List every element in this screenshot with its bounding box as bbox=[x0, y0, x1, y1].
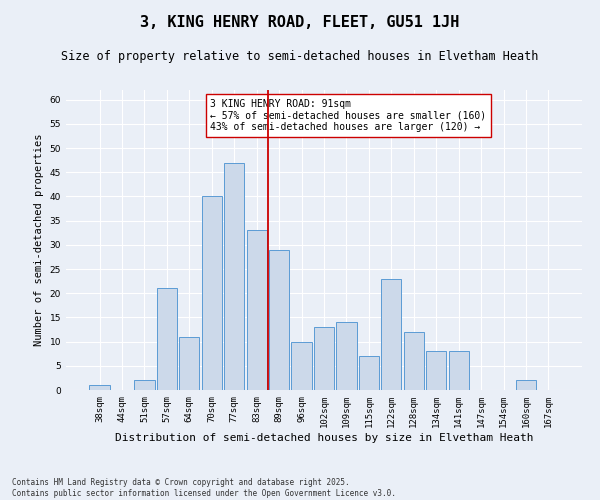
Bar bbox=[134, 380, 155, 390]
Bar bbox=[157, 288, 177, 390]
Bar bbox=[359, 356, 379, 390]
Bar bbox=[337, 322, 356, 390]
Bar bbox=[449, 352, 469, 390]
Bar bbox=[314, 327, 334, 390]
Text: 3 KING HENRY ROAD: 91sqm
← 57% of semi-detached houses are smaller (160)
43% of : 3 KING HENRY ROAD: 91sqm ← 57% of semi-d… bbox=[211, 99, 487, 132]
Bar bbox=[404, 332, 424, 390]
Y-axis label: Number of semi-detached properties: Number of semi-detached properties bbox=[34, 134, 44, 346]
Text: Size of property relative to semi-detached houses in Elvetham Heath: Size of property relative to semi-detach… bbox=[61, 50, 539, 63]
Bar bbox=[224, 162, 244, 390]
X-axis label: Distribution of semi-detached houses by size in Elvetham Heath: Distribution of semi-detached houses by … bbox=[115, 432, 533, 442]
Bar bbox=[179, 337, 199, 390]
Text: 3, KING HENRY ROAD, FLEET, GU51 1JH: 3, KING HENRY ROAD, FLEET, GU51 1JH bbox=[140, 15, 460, 30]
Text: Contains HM Land Registry data © Crown copyright and database right 2025.
Contai: Contains HM Land Registry data © Crown c… bbox=[12, 478, 396, 498]
Bar bbox=[247, 230, 267, 390]
Bar bbox=[292, 342, 311, 390]
Bar bbox=[89, 385, 110, 390]
Bar bbox=[202, 196, 222, 390]
Bar bbox=[426, 352, 446, 390]
Bar bbox=[516, 380, 536, 390]
Bar bbox=[269, 250, 289, 390]
Bar bbox=[381, 278, 401, 390]
